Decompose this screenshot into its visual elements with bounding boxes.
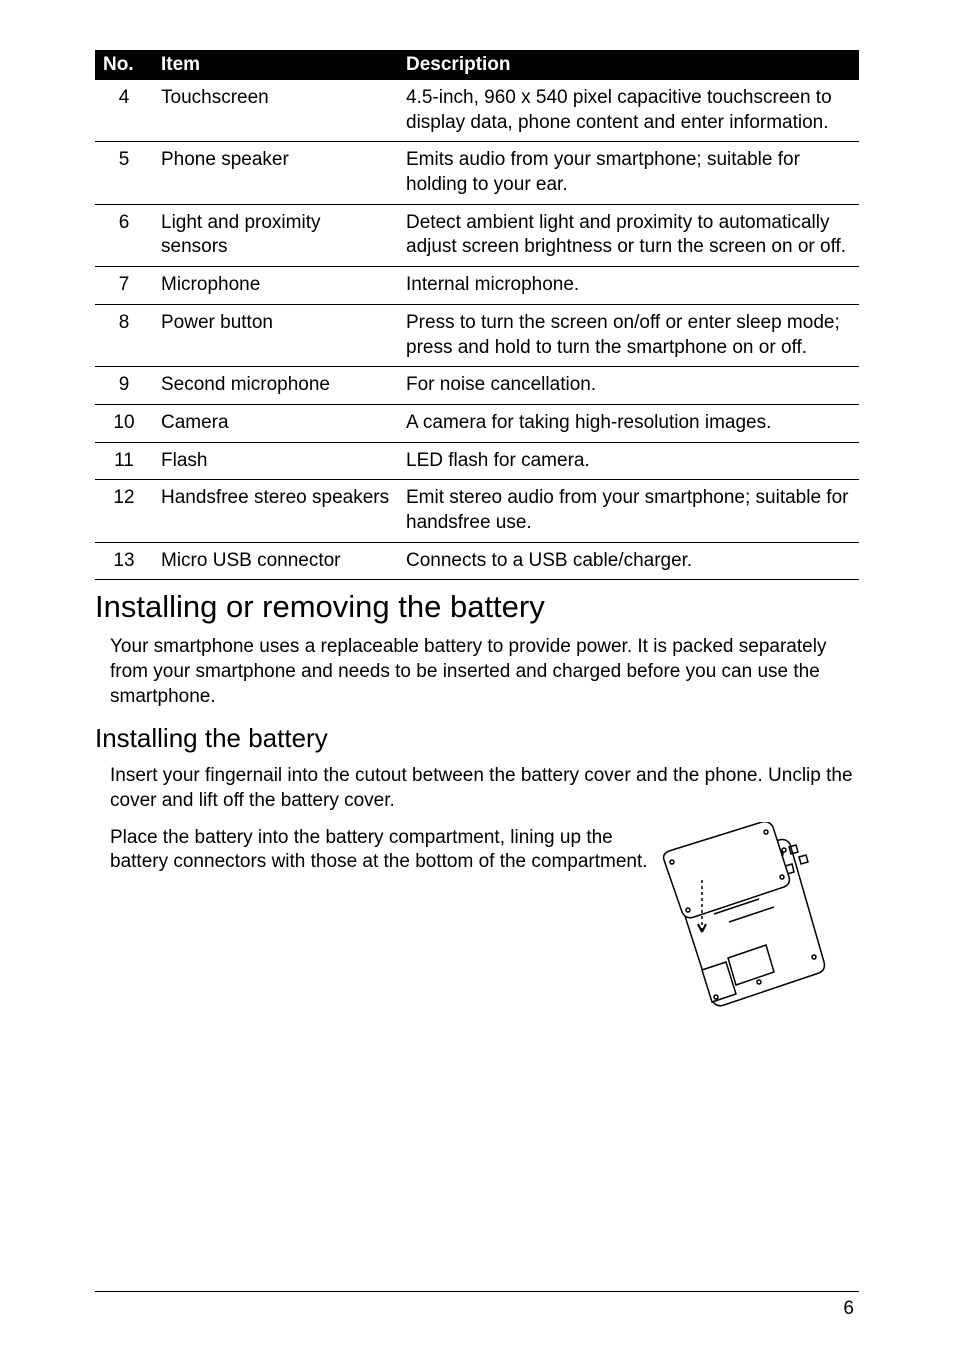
table-row: 8 Power button Press to turn the screen … (95, 304, 859, 366)
cell-item: Touchscreen (153, 80, 398, 142)
cell-no: 4 (95, 80, 153, 142)
cell-no: 11 (95, 442, 153, 480)
cell-desc: 4.5-inch, 960 x 540 pixel capacitive tou… (398, 80, 859, 142)
footer-divider (95, 1291, 859, 1292)
cell-desc: Emit stereo audio from your smartphone; … (398, 480, 859, 542)
battery-install-illustration (654, 822, 839, 1017)
paragraph-unclip: Insert your fingernail into the cutout b… (110, 764, 859, 813)
table-row: 6 Light and proximity sensors Detect amb… (95, 204, 859, 266)
cell-no: 7 (95, 267, 153, 305)
cell-no: 5 (95, 142, 153, 204)
cell-item: Phone speaker (153, 142, 398, 204)
cell-no: 9 (95, 367, 153, 405)
cell-no: 12 (95, 480, 153, 542)
page-number: 6 (843, 1298, 854, 1320)
cell-desc: A camera for taking high-resolution imag… (398, 404, 859, 442)
header-item: Item (153, 50, 398, 80)
table-row: 10 Camera A camera for taking high-resol… (95, 404, 859, 442)
table-row: 5 Phone speaker Emits audio from your sm… (95, 142, 859, 204)
cell-desc: Internal microphone. (398, 267, 859, 305)
table-row: 12 Handsfree stereo speakers Emit stereo… (95, 480, 859, 542)
cell-item: Handsfree stereo speakers (153, 480, 398, 542)
cell-item: Power button (153, 304, 398, 366)
specifications-table: No. Item Description 4 Touchscreen 4.5-i… (95, 50, 859, 580)
header-no: No. (95, 50, 153, 80)
paragraph-intro: Your smartphone uses a replaceable batte… (110, 635, 859, 709)
cell-item: Micro USB connector (153, 542, 398, 580)
subsection-heading-installing: Installing the battery (95, 723, 859, 754)
cell-desc: LED flash for camera. (398, 442, 859, 480)
cell-no: 13 (95, 542, 153, 580)
cell-no: 10 (95, 404, 153, 442)
cell-desc: Connects to a USB cable/charger. (398, 542, 859, 580)
section-heading-battery: Installing or removing the battery (95, 589, 859, 625)
cell-desc: For noise cancellation. (398, 367, 859, 405)
table-row: 7 Microphone Internal microphone. (95, 267, 859, 305)
cell-item: Light and proximity sensors (153, 204, 398, 266)
cell-item: Second microphone (153, 367, 398, 405)
paragraph-place-battery: Place the battery into the battery compa… (110, 826, 650, 875)
cell-no: 6 (95, 204, 153, 266)
cell-desc: Press to turn the screen on/off or enter… (398, 304, 859, 366)
cell-item: Microphone (153, 267, 398, 305)
table-row: 4 Touchscreen 4.5-inch, 960 x 540 pixel … (95, 80, 859, 142)
table-row: 9 Second microphone For noise cancellati… (95, 367, 859, 405)
cell-no: 8 (95, 304, 153, 366)
header-description: Description (398, 50, 859, 80)
table-row: 13 Micro USB connector Connects to a USB… (95, 542, 859, 580)
cell-item: Camera (153, 404, 398, 442)
table-row: 11 Flash LED flash for camera. (95, 442, 859, 480)
cell-desc: Detect ambient light and proximity to au… (398, 204, 859, 266)
table-header-row: No. Item Description (95, 50, 859, 80)
cell-item: Flash (153, 442, 398, 480)
cell-desc: Emits audio from your smartphone; suitab… (398, 142, 859, 204)
